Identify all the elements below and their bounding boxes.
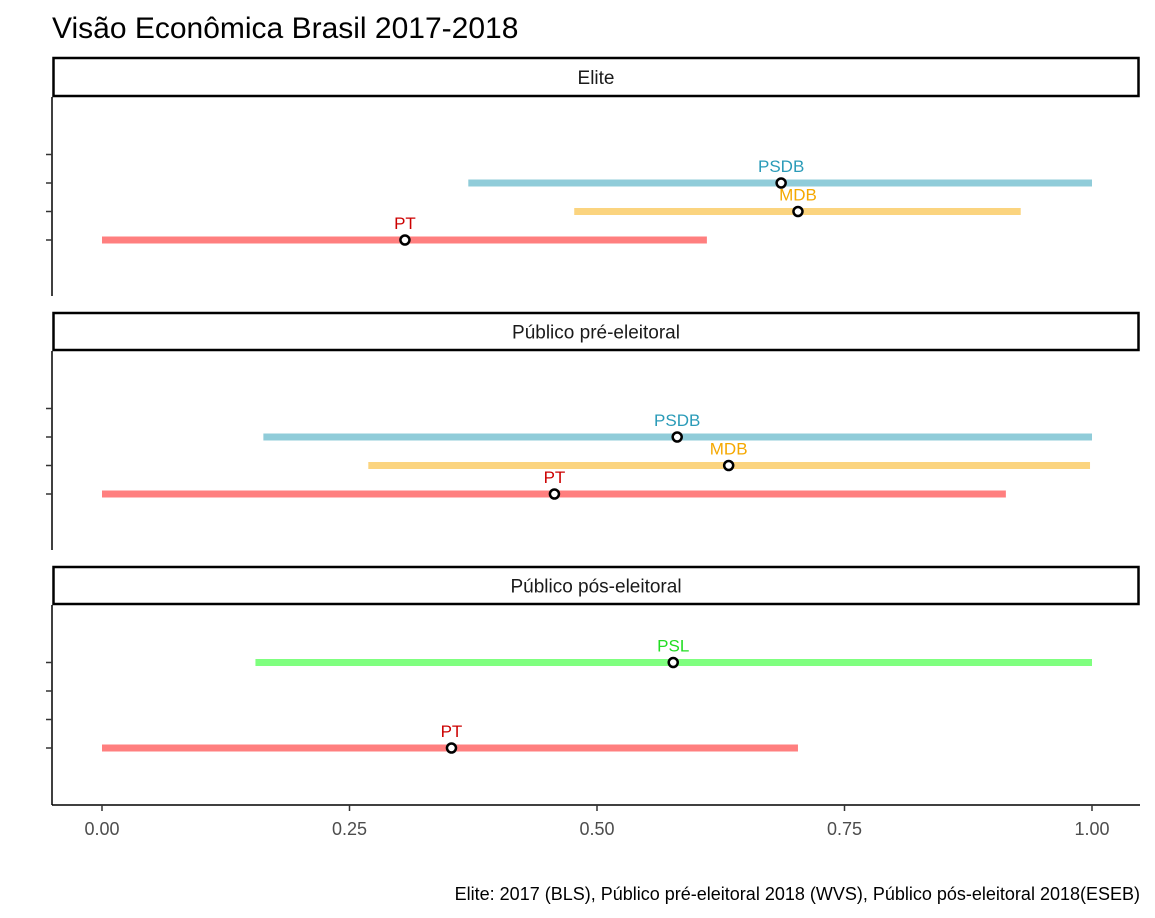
facet-panel: Elite PSDB MDB PT xyxy=(46,56,1140,296)
x-tick-label: 0.00 xyxy=(84,819,119,839)
estimate-point-mdb xyxy=(792,205,804,218)
x-tick-label: 0.25 xyxy=(332,819,367,839)
x-tick-label: 1.00 xyxy=(1074,819,1109,839)
party-label-psdb: PSDB xyxy=(654,411,700,430)
facet-strip-label: Público pós-eleitoral xyxy=(510,577,681,598)
party-label-pt: PT xyxy=(394,214,416,233)
facet-panel: Público pré-eleitoral PSDB MDB PT xyxy=(46,311,1140,550)
chart-title: Visão Econômica Brasil 2017-2018 xyxy=(52,12,518,45)
estimate-point-pt xyxy=(445,742,458,754)
estimate-point-mdb xyxy=(722,459,735,472)
party-label-pt: PT xyxy=(544,468,566,487)
party-label-mdb: MDB xyxy=(779,186,817,205)
estimate-point-psdb xyxy=(775,177,787,189)
facet-strip-label: Público pré-eleitoral xyxy=(512,323,680,344)
x-tick-label: 0.50 xyxy=(579,819,614,839)
party-label-pt: PT xyxy=(441,722,463,741)
estimate-point-pt xyxy=(399,234,411,246)
estimate-point-pt xyxy=(548,488,561,500)
facet-strip-label: Elite xyxy=(578,68,615,89)
facet-strip xyxy=(52,311,1140,352)
facet-strip xyxy=(52,565,1140,606)
x-tick-label: 0.75 xyxy=(827,819,862,839)
estimate-point-psl xyxy=(667,656,679,669)
facet-strip xyxy=(52,56,1140,98)
facet-panels: Elite PSDB MDB PT Público pré-eleitoral PSDB M… xyxy=(46,56,1140,805)
chart-caption: Elite: 2017 (BLS), Público pré-eleitoral… xyxy=(455,884,1140,904)
party-label-mdb: MDB xyxy=(710,440,748,459)
facet-panel: Público pós-eleitoral PSL PT xyxy=(46,565,1140,805)
estimate-point-psdb xyxy=(671,431,683,443)
party-label-psdb: PSDB xyxy=(758,157,804,176)
party-label-psl: PSL xyxy=(657,637,689,656)
x-axis: 0.00 0.25 0.50 0.75 1.00 xyxy=(52,804,1140,839)
